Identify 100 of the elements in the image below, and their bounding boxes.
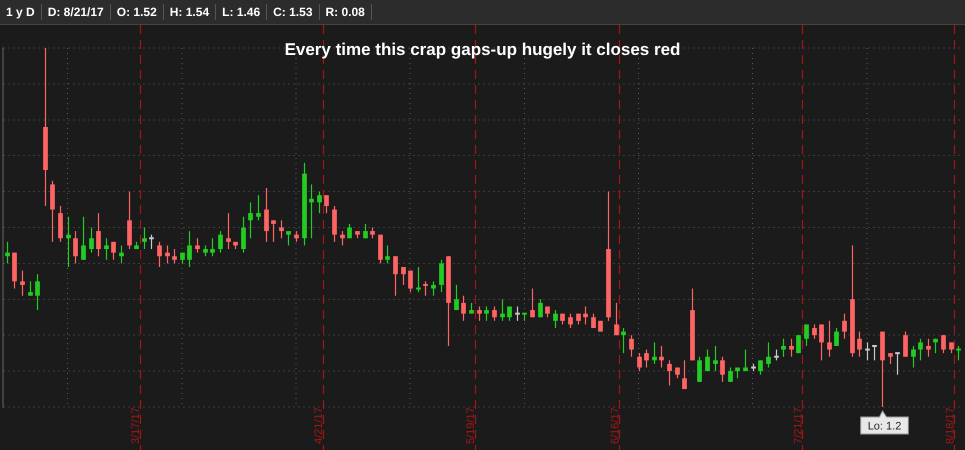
candlestick	[637, 352, 642, 372]
candlestick	[713, 345, 718, 372]
candlestick	[461, 295, 466, 322]
candlestick	[697, 356, 702, 382]
candlestick	[370, 226, 375, 239]
candlestick	[728, 366, 733, 382]
candlestick	[264, 187, 269, 242]
candlestick	[340, 230, 345, 246]
candlestick	[385, 244, 390, 264]
candlestick	[309, 184, 314, 239]
candlestick	[781, 338, 786, 358]
candlestick	[203, 244, 208, 257]
candlestick	[317, 191, 322, 214]
candlestick	[667, 360, 672, 386]
candlestick	[500, 298, 505, 322]
candlestick	[477, 306, 482, 322]
candlestick	[324, 194, 329, 214]
x-tick-label: 8/18/17	[944, 407, 957, 444]
candlestick	[5, 241, 10, 264]
candlestick	[591, 313, 596, 329]
candlestick	[834, 327, 839, 347]
candlestick	[96, 212, 101, 257]
candlestick	[210, 238, 215, 257]
candlestick	[73, 230, 78, 264]
candlestick	[89, 226, 94, 254]
chart-title: Every time this crap gaps-up hugely it closes red	[284, 40, 682, 60]
candlestick	[294, 230, 299, 242]
candlestick	[142, 226, 147, 250]
candlestick	[789, 338, 794, 358]
candlestick	[165, 244, 170, 264]
candlestick	[492, 306, 497, 322]
text: C: 1.53	[267, 4, 320, 20]
candlestick	[766, 342, 771, 368]
candlestick	[286, 230, 291, 246]
candlestick	[812, 324, 817, 340]
x-tick-label: 3/17/17	[130, 407, 142, 444]
text: O: 1.52	[110, 4, 164, 20]
candlestick	[827, 320, 832, 358]
x-tick-label: 6/16/17	[610, 407, 622, 444]
candlestick	[111, 241, 116, 260]
candlestick	[903, 331, 908, 358]
text: H: 1.54	[164, 4, 216, 20]
candlestick	[621, 327, 626, 354]
candlestick	[157, 241, 162, 268]
candlestick	[614, 302, 619, 336]
text: 1 y D	[0, 4, 42, 20]
candlestick	[576, 313, 581, 326]
candlestick	[248, 202, 253, 239]
candlestick	[652, 342, 657, 365]
text: R: 0.08	[320, 4, 372, 20]
candlestick	[720, 356, 725, 382]
candlestick	[401, 266, 406, 286]
candlestick	[172, 248, 177, 264]
candlestick	[530, 288, 535, 318]
candlestick	[28, 280, 33, 296]
candlestick	[187, 230, 192, 268]
candlestick	[644, 348, 649, 368]
candlestick	[675, 366, 680, 379]
candlestick	[538, 298, 543, 318]
candlestick	[933, 338, 938, 354]
candlestick	[256, 194, 261, 221]
candlestick	[583, 306, 588, 326]
candlestick	[560, 313, 565, 326]
candlestick	[35, 274, 40, 311]
candlestick	[758, 360, 763, 376]
candlestick	[226, 212, 231, 250]
candlestick	[804, 324, 809, 347]
candlestick	[180, 252, 185, 264]
candlestick	[454, 284, 459, 311]
candlestick	[507, 306, 512, 322]
candlestick	[81, 216, 86, 260]
candlestick	[659, 345, 664, 368]
candlestick	[393, 256, 398, 296]
candlestick	[743, 348, 748, 372]
candlestick	[553, 309, 558, 329]
candlestick	[857, 331, 862, 358]
candlestick	[918, 338, 923, 361]
candlestick	[735, 366, 740, 379]
candlestick	[842, 313, 847, 340]
candlestick	[682, 360, 687, 390]
candlestick	[363, 223, 368, 239]
candlestick	[218, 230, 223, 254]
candlestick	[347, 223, 352, 239]
candlestick	[66, 216, 71, 268]
candlestick	[20, 270, 25, 296]
candlestick	[911, 345, 916, 368]
x-tick-label: 4/21/17	[312, 407, 325, 444]
candlestick	[279, 220, 284, 239]
candlestick	[104, 238, 109, 260]
candlestick	[439, 259, 444, 293]
candlestick	[926, 338, 931, 358]
candlestick	[819, 324, 824, 361]
candlestick	[408, 270, 413, 293]
candlestick	[241, 216, 246, 254]
text: D: 8/21/17	[42, 4, 111, 20]
candlestick	[941, 334, 946, 354]
annotation: Lo: 1.2	[868, 420, 902, 433]
candlestick	[195, 238, 200, 254]
candlestick	[629, 334, 634, 358]
candlestick	[888, 352, 893, 365]
